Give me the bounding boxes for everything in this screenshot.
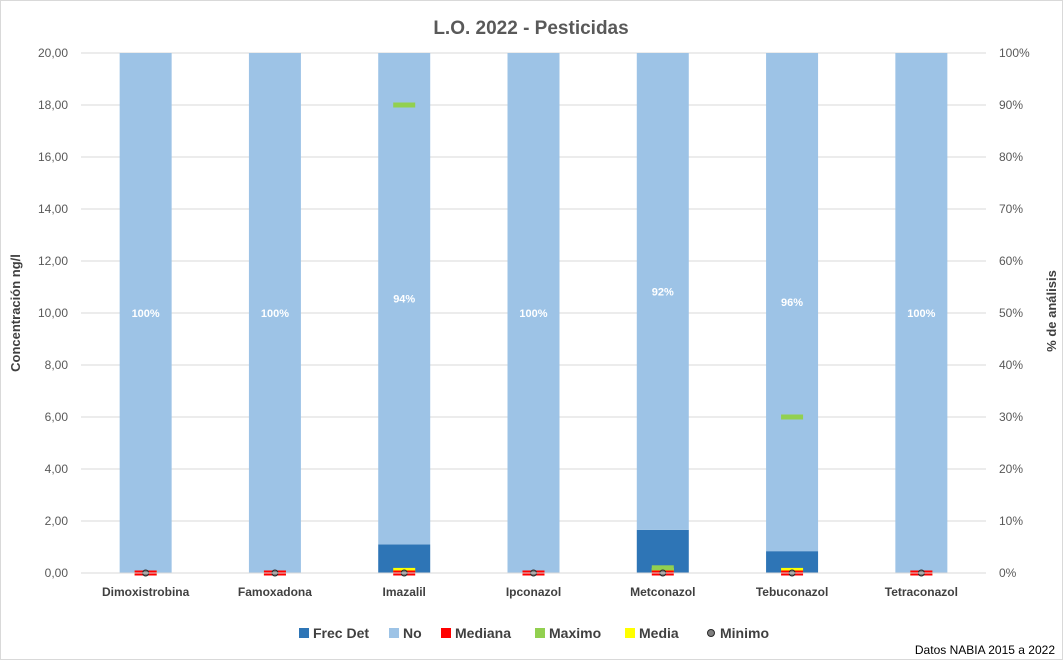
y2-axis-ticks: 0% 10% 20% 30% 40% 50% 60% 70% 80% 90% 100% [999,46,1030,580]
y-tick-label: 6,00 [45,410,69,424]
legend-label: Frec Det [313,625,369,641]
bar-data-label: 100% [261,308,289,320]
y2-tick-label: 70% [999,202,1023,216]
marker-maximo [651,565,674,571]
category-label: Imazalil [383,585,426,599]
category-label: Dimoxistrobina [102,585,190,599]
y-tick-label: 8,00 [45,358,69,372]
y-tick-label: 4,00 [45,462,69,476]
y-tick-label: 20,00 [38,46,68,60]
legend-swatch [707,629,715,637]
y2-tick-label: 40% [999,358,1023,372]
y2-tick-label: 80% [999,150,1023,164]
y2-tick-label: 50% [999,306,1023,320]
y-axis-ticks: 0,00 2,00 4,00 6,00 8,00 10,00 12,00 14,00 16,00… [38,46,68,580]
legend-label: No [403,625,422,641]
y-tick-label: 2,00 [45,514,69,528]
category-label: Famoxadona [238,585,312,599]
category-label: Tetraconazol [885,585,958,599]
legend-swatch [299,628,309,638]
category-labels: Dimoxistrobina Famoxadona Imazalil Ipconazo… [102,585,958,599]
chart-title: L.O. 2022 - Pesticidas [433,18,628,39]
bar-no [119,53,172,573]
bar-data-label: 100% [519,308,547,320]
legend: Frec Det No Mediana Maximo Media Minimo [299,625,769,641]
y-tick-label: 12,00 [38,254,68,268]
marker-maximo [781,414,804,420]
legend-swatch [441,628,451,638]
y2-tick-label: 10% [999,514,1023,528]
bars [119,53,948,573]
bar-frec-det [766,551,819,573]
bar-no [378,53,431,545]
legend-swatch [535,628,545,638]
y-tick-label: 18,00 [38,98,68,112]
legend-swatch [389,628,399,638]
y2-tick-label: 100% [999,46,1030,60]
bar-labels: 100% 100% 94% 100% 92% 96% 100% [132,286,936,320]
y2-tick-label: 60% [999,254,1023,268]
y2-tick-label: 0% [999,566,1017,580]
y-tick-label: 14,00 [38,202,68,216]
marker-maximo [393,102,416,108]
y-axis-title: Concentración ng/l [8,254,23,372]
legend-label: Maximo [549,625,601,641]
bar-data-label: 100% [907,308,935,320]
bar-no [507,53,560,573]
legend-swatch [625,628,635,638]
y-tick-label: 10,00 [38,306,68,320]
footnote: Datos NABIA 2015 a 2022 [915,643,1055,657]
y-tick-label: 16,00 [38,150,68,164]
bar-data-label: 100% [132,308,160,320]
bar-data-label: 94% [393,294,415,306]
category-label: Tebuconazol [756,585,828,599]
y-tick-label: 0,00 [45,566,69,580]
bar-no [248,53,301,573]
bar-no [895,53,948,573]
bar-data-label: 92% [652,286,674,298]
bar-no [636,53,689,530]
legend-label: Media [639,625,679,641]
y2-tick-label: 90% [999,98,1023,112]
bar-no [766,53,819,552]
y2-tick-label: 30% [999,410,1023,424]
category-label: Ipconazol [506,585,561,599]
y2-axis-title: % de análisis [1044,270,1059,352]
legend-label: Mediana [455,625,511,641]
y2-tick-label: 20% [999,462,1023,476]
legend-label: Minimo [720,625,769,641]
category-label: Metconazol [630,585,695,599]
bar-data-label: 96% [781,297,803,309]
